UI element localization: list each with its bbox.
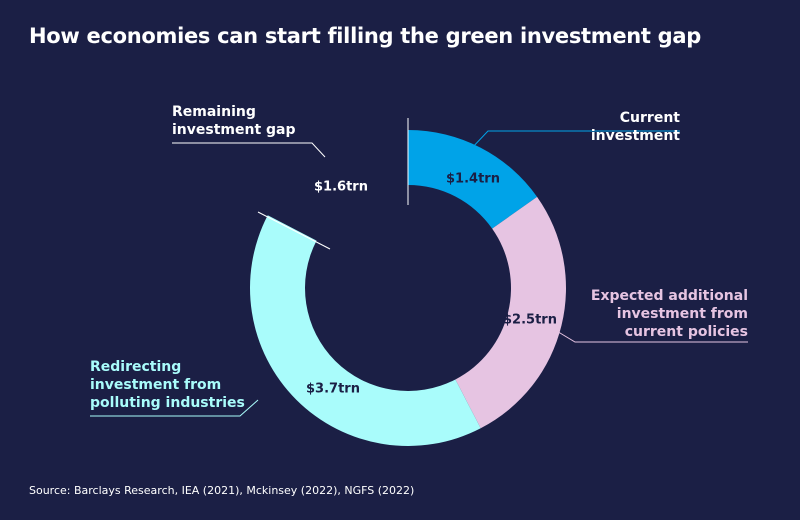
chart-title: How economies can start filling the gree… — [29, 24, 702, 48]
donut-slice — [408, 130, 538, 229]
donut-slice — [455, 196, 566, 429]
leader-line — [172, 142, 326, 158]
category-label: Remaining investment gap — [172, 104, 296, 138]
source-note: Source: Barclays Research, IEA (2021), M… — [29, 484, 415, 497]
leader-line — [90, 399, 259, 417]
category-label: Current investment — [590, 110, 680, 144]
category-label: Redirecting investment from polluting in… — [90, 359, 245, 411]
donut-slice — [250, 215, 481, 447]
category-label: Expected additional investment from curr… — [590, 288, 748, 340]
value-label: $1.6trn — [314, 180, 368, 195]
gap-edge — [257, 211, 331, 250]
value-label: $2.5trn — [503, 313, 557, 328]
value-label: $1.4trn — [446, 172, 500, 187]
leader-line — [554, 329, 748, 343]
leader-line — [469, 130, 680, 151]
slices — [250, 130, 566, 447]
value-label: $3.7trn — [306, 382, 360, 397]
